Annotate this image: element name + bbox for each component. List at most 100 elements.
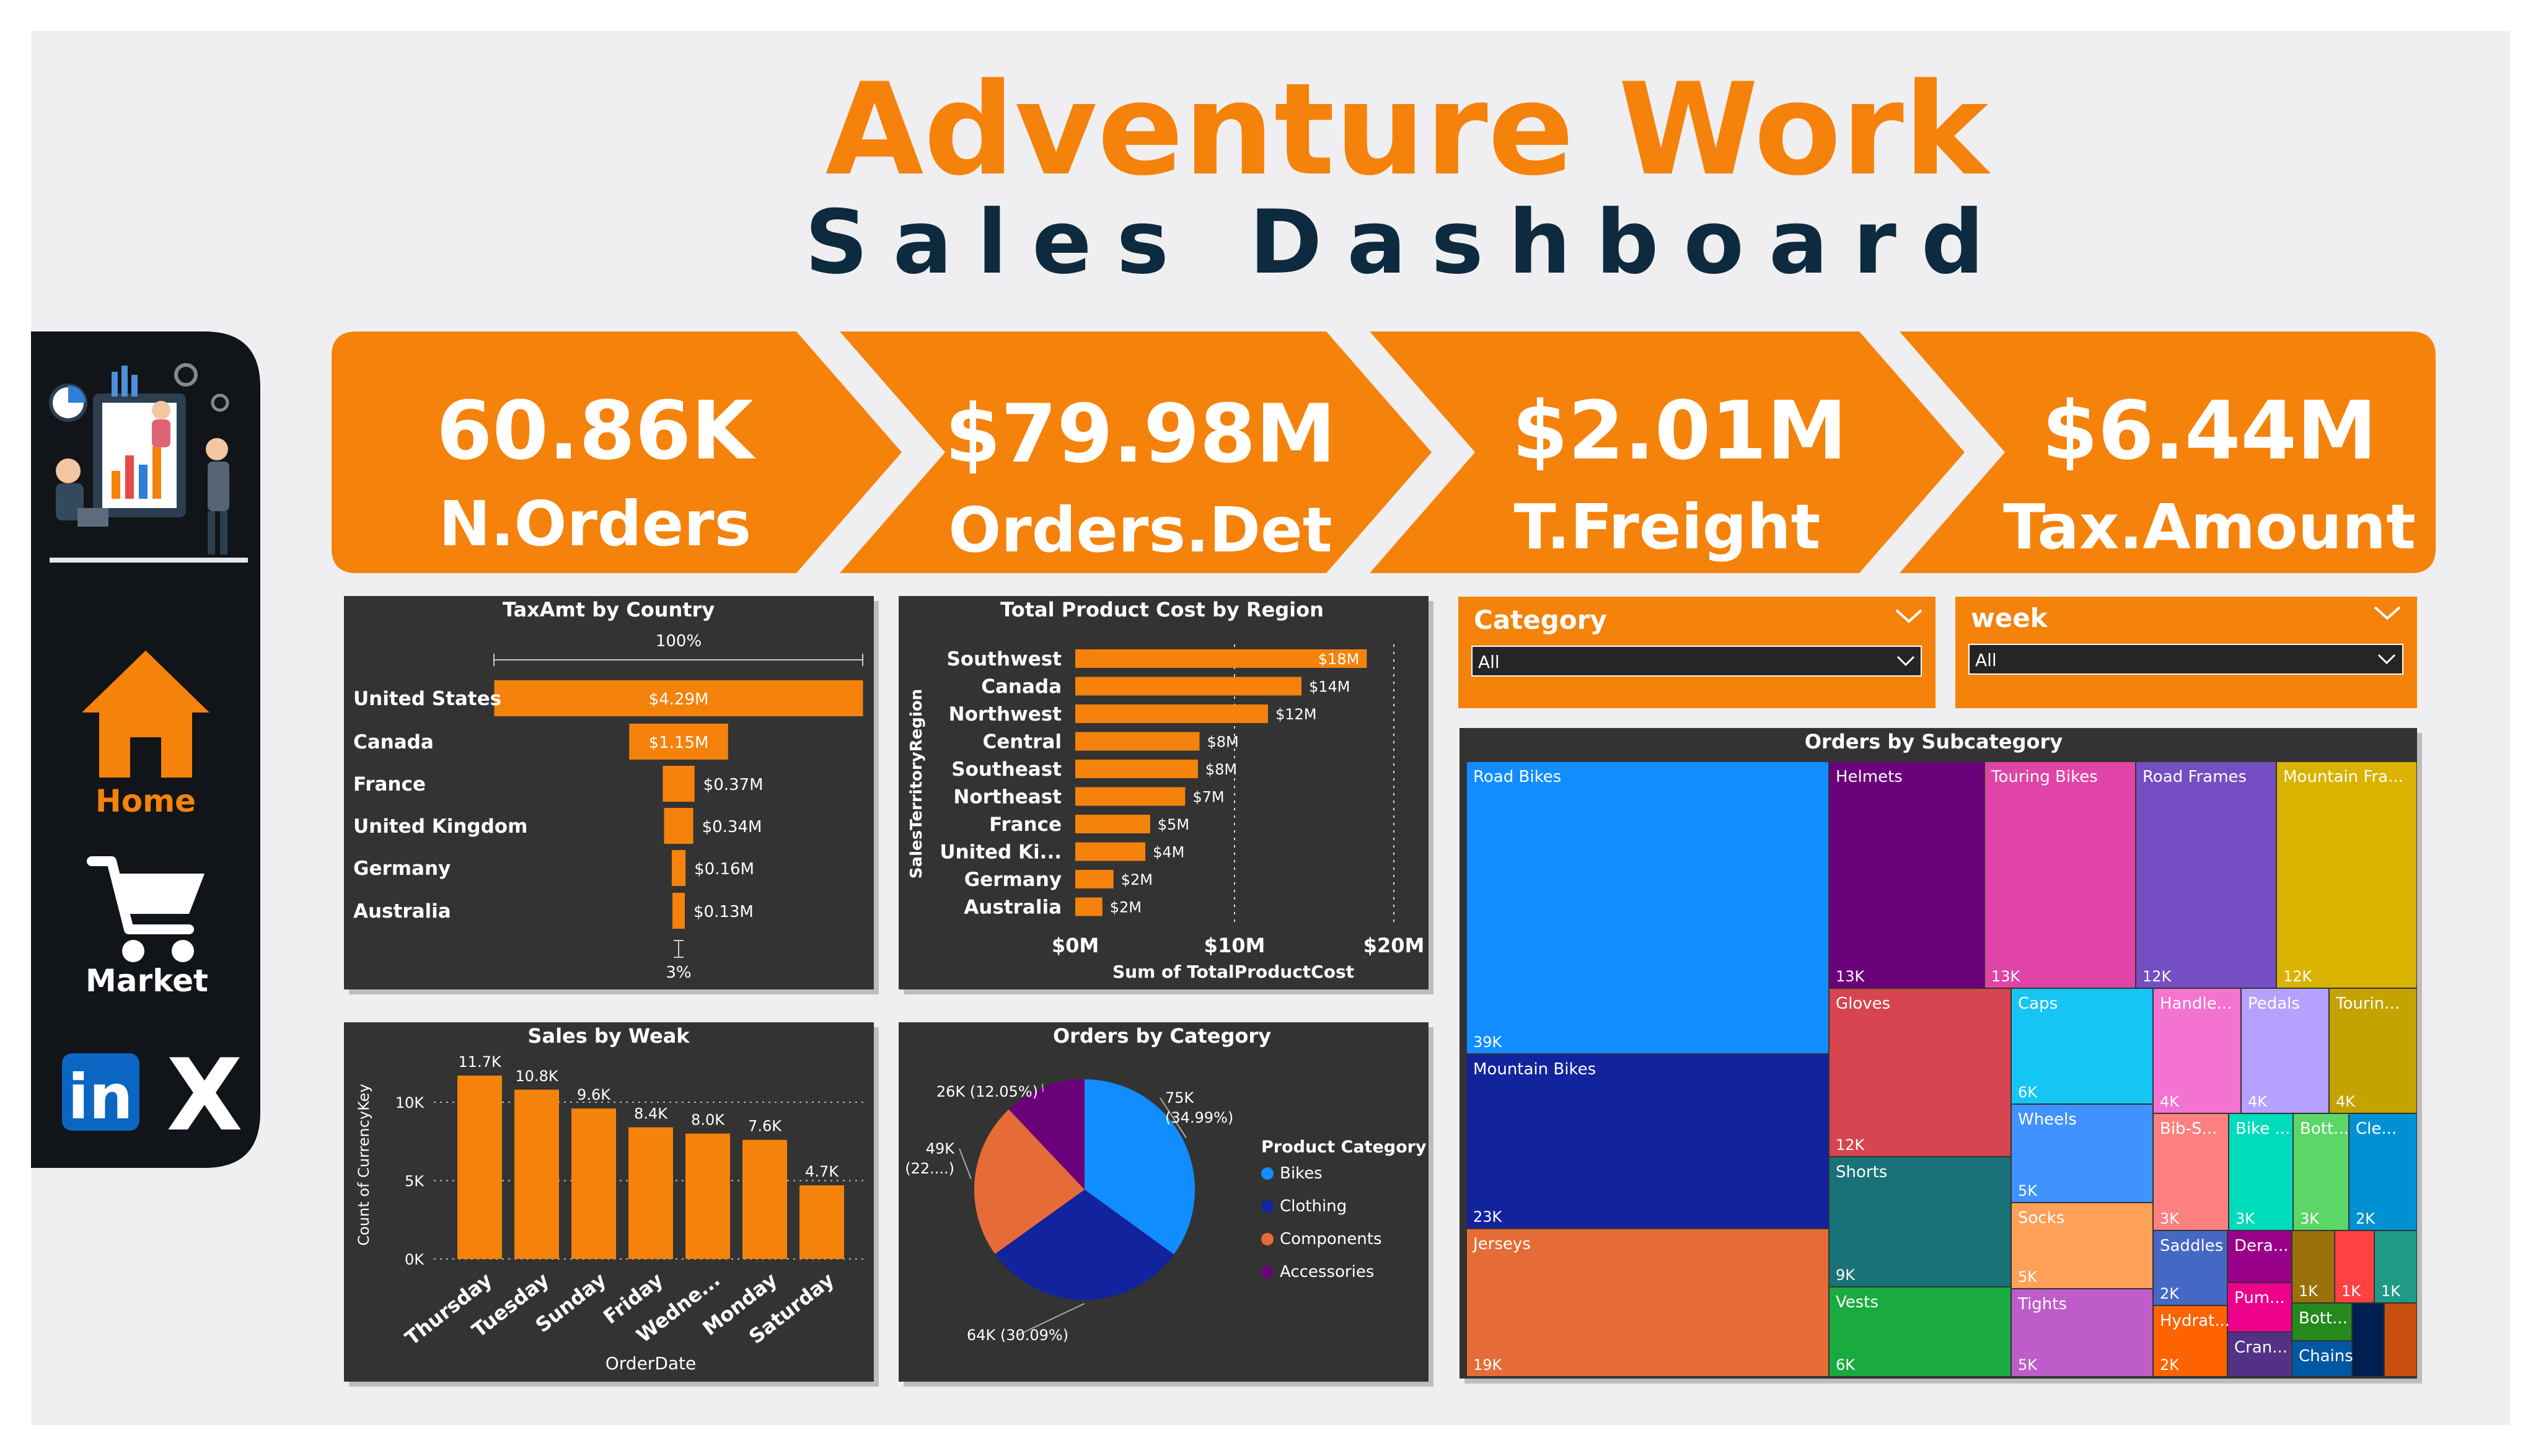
home-icon (82, 651, 209, 778)
chevron-down-icon[interactable] (2374, 606, 2401, 620)
funnel-range-bracket (493, 654, 863, 666)
data-label: $4M (1153, 844, 1184, 861)
bar (1075, 842, 1146, 861)
leader-line (1017, 1303, 1085, 1336)
treemap-label: Gloves (1836, 994, 1890, 1013)
legend-marker (1261, 1233, 1274, 1245)
funnel-bar (629, 724, 728, 760)
category-select-value: All (1478, 652, 1500, 672)
kpi-card-orders-det: $79.98M Orders.Det (840, 331, 1432, 573)
bar (799, 1185, 844, 1259)
y-tick-label: United Ki... (940, 841, 1062, 864)
treemap-cell (2242, 989, 2328, 1113)
treemap-cell (2294, 1114, 2348, 1230)
funnel-value-label: $1.15M (649, 734, 709, 752)
treemap-value: 9K (1836, 1266, 1856, 1284)
data-label: 4.7K (805, 1163, 839, 1180)
leader-line (1160, 1097, 1187, 1138)
treemap-cell (1467, 1055, 1828, 1228)
bar (1075, 760, 1198, 778)
treemap-value: 13K (1836, 968, 1865, 985)
funnel-category-label: United States (353, 688, 501, 710)
treemap-label: Bib-S... (2160, 1120, 2217, 1138)
treemap-label: Cle... (2356, 1120, 2397, 1138)
bar (1075, 897, 1103, 916)
funnel-value-label: $0.16M (694, 860, 754, 879)
treemap-label: Bott... (2300, 1120, 2349, 1138)
treemap-value: 13K (1991, 968, 2021, 985)
funnel-category-label: France (353, 773, 426, 796)
dashboard-title: Adventure Work (826, 56, 1991, 204)
bar (1075, 787, 1186, 806)
kpi-label: T.Freight (1514, 491, 1821, 563)
treemap-cell (2292, 1304, 2351, 1340)
data-label: $2M (1110, 899, 1142, 916)
data-label: $8M (1207, 734, 1238, 751)
category-select[interactable] (1471, 646, 1922, 677)
treemap-value: 2K (2160, 1285, 2180, 1302)
cart-icon (87, 856, 205, 962)
treemap-value: 5K (2018, 1182, 2038, 1199)
linkedin-link[interactable]: in (62, 1053, 139, 1133)
legend-marker (1261, 1167, 1274, 1180)
treemap-cell (2154, 989, 2240, 1113)
y-tick-label: Australia (964, 897, 1062, 919)
treemap-label: Bike ... (2235, 1120, 2290, 1138)
sidebar-item-market[interactable]: Market (86, 856, 208, 999)
treemap-cell (1830, 762, 1984, 988)
bar (628, 1127, 673, 1259)
treemap-label: Vests (1836, 1293, 1878, 1312)
treemap-label: Dera... (2234, 1237, 2288, 1255)
treemap-label: Cran... (2234, 1338, 2288, 1357)
data-label: 8.0K (691, 1112, 725, 1129)
treemap-value: 5K (2018, 1356, 2038, 1374)
bar (571, 1108, 616, 1259)
treemap-cell (2277, 762, 2416, 988)
bar (685, 1133, 730, 1259)
filter-title: week (1971, 603, 2048, 633)
treemap-cell (2154, 1231, 2227, 1305)
funnel-value-label: $0.34M (702, 818, 762, 836)
treemap-cell (2335, 1231, 2374, 1302)
treemap-cell (2136, 762, 2276, 988)
bar (457, 1075, 502, 1259)
slice-label: 26K (12.05%) (936, 1083, 1038, 1100)
pie-slice (995, 1190, 1174, 1300)
week-select[interactable] (1968, 644, 2403, 675)
y-tick-label: 5K (405, 1173, 425, 1190)
funnel-bottom-label: 3% (666, 963, 691, 982)
treemap-cell (2385, 1304, 2416, 1376)
kpi-value: $6.44M (2042, 384, 2377, 478)
data-label: 8.4K (634, 1105, 668, 1122)
funnel-category-label: Canada (353, 731, 434, 753)
slice-label: 49K (926, 1140, 956, 1157)
leader-line (1041, 1083, 1044, 1092)
legend-marker (1261, 1200, 1274, 1213)
chevron-down-icon[interactable] (1895, 609, 1922, 623)
category-filter[interactable]: Category All (1458, 597, 1935, 708)
treemap-label: Handle... (2160, 994, 2232, 1013)
treemap-value: 3K (2300, 1210, 2320, 1227)
x-link[interactable]: X (166, 1037, 242, 1153)
kpi-card-orders: 60.86K N.Orders (332, 331, 902, 573)
week-filter[interactable]: week All (1955, 597, 2417, 708)
treemap-label: Road Bikes (1473, 768, 1561, 786)
treemap-value: 3K (2235, 1210, 2255, 1227)
treemap-label: Touring Bikes (1991, 768, 2098, 786)
sidebar-background (31, 331, 260, 1168)
treemap-value: 4K (2160, 1093, 2180, 1110)
treemap-label: Wheels (2018, 1110, 2077, 1129)
y-tick-label: Southwest (946, 648, 1062, 670)
y-axis-title: SalesTerritoryRegion (907, 689, 926, 879)
treemap-label: Pedals (2248, 994, 2300, 1013)
legend-item: Accessories (1280, 1263, 1374, 1281)
treemap-cell (1467, 762, 1828, 1053)
y-tick-label: Southeast (951, 758, 1062, 781)
treemap-cell (2229, 1114, 2292, 1230)
treemap-label: Bott... (2299, 1309, 2348, 1328)
kpi-value: $2.01M (1512, 384, 1847, 478)
pie-slice (1085, 1079, 1195, 1255)
sidebar-item-home[interactable]: Home (82, 651, 209, 819)
bar (1075, 704, 1268, 723)
legend-item: Bikes (1280, 1164, 1323, 1183)
